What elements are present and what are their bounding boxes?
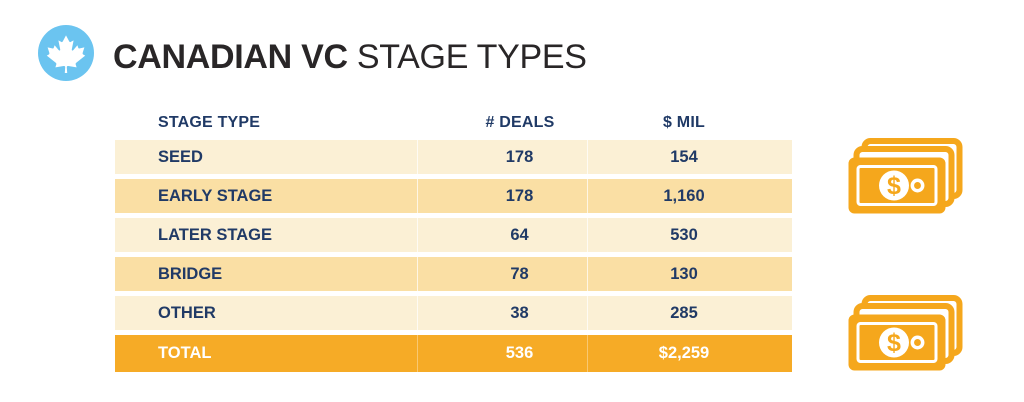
cell-mil-total: $2,259 xyxy=(658,344,710,362)
table-row-bridge: BRIDGE 78 130 xyxy=(115,257,792,291)
stage-types-table: STAGE TYPE # DEALS $ MIL SEED 178 154 EA… xyxy=(115,105,792,372)
cell-stage: OTHER xyxy=(115,296,418,330)
column-header-mil: $ MIL xyxy=(663,113,705,131)
column-header-stage-type: STAGE TYPE xyxy=(158,113,261,131)
dollar-sign-glyph: $ xyxy=(887,329,901,357)
cell-mil: 1,160 xyxy=(663,186,705,205)
table-row-early-stage: EARLY STAGE 178 1,160 xyxy=(115,179,792,213)
cell-deals-total: 536 xyxy=(418,335,588,372)
cell-stage: EARLY STAGE xyxy=(115,179,418,213)
dollar-sign-glyph: $ xyxy=(887,172,901,200)
cell-mil: 285 xyxy=(670,303,698,322)
title-bold: CANADIAN VC xyxy=(113,38,348,76)
table-row-later-stage: LATER STAGE 64 530 xyxy=(115,218,792,252)
cell-stage: BRIDGE xyxy=(115,257,418,291)
money-bills-icon: $ xyxy=(848,138,963,214)
column-header-deals: # DEALS xyxy=(485,113,555,131)
cell-stage: LATER STAGE xyxy=(115,218,418,252)
table-row-seed: SEED 178 154 xyxy=(115,140,792,174)
title-regular: STAGE TYPES xyxy=(356,38,587,76)
table-row-other: OTHER 38 285 xyxy=(115,296,792,330)
cell-mil: 530 xyxy=(670,225,698,244)
cell-stage: SEED xyxy=(115,140,418,174)
money-bills-icon: $ xyxy=(848,295,963,371)
table-header-row: STAGE TYPE # DEALS $ MIL xyxy=(115,105,792,140)
cell-stage-total: TOTAL xyxy=(115,335,418,372)
cell-mil: 154 xyxy=(670,147,698,166)
cell-deals: 178 xyxy=(418,140,588,174)
cell-deals: 178 xyxy=(418,179,588,213)
cell-mil: 130 xyxy=(670,264,698,283)
cell-deals: 78 xyxy=(418,257,588,291)
cell-deals: 38 xyxy=(418,296,588,330)
maple-leaf-icon xyxy=(38,25,94,81)
cell-deals: 64 xyxy=(418,218,588,252)
table-row-total: TOTAL 536 $2,259 xyxy=(115,335,792,372)
page-title: CANADIAN VC STAGE TYPES xyxy=(113,40,587,74)
maple-leaf-glyph xyxy=(46,35,86,73)
